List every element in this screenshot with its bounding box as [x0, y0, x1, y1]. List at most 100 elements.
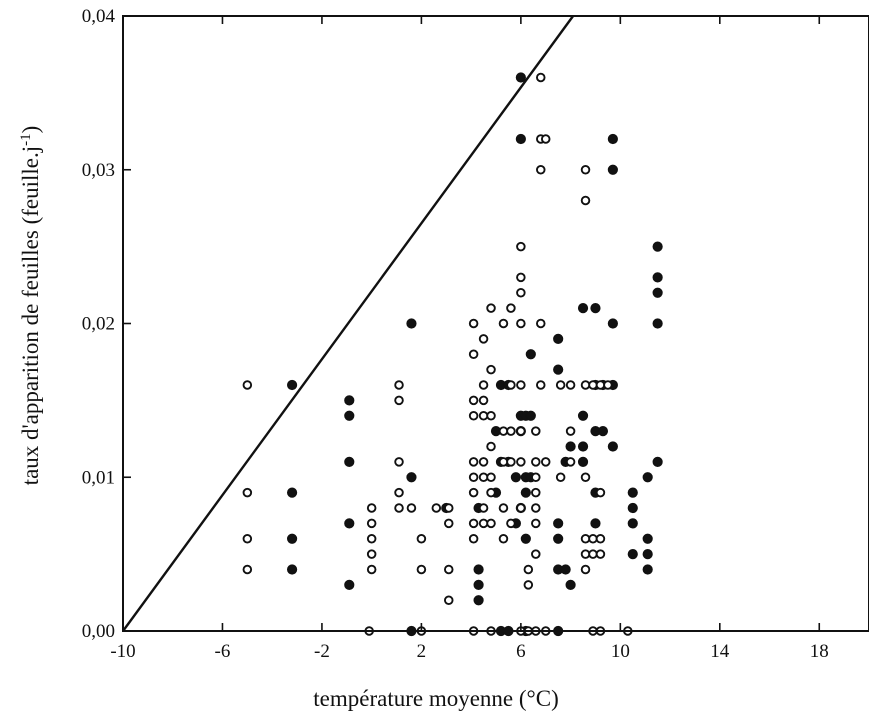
data-point-filled [590, 518, 601, 529]
data-point-filled [510, 472, 521, 483]
data-point-open [531, 518, 541, 529]
data-point-filled [344, 410, 355, 421]
x-tick-label: 18 [810, 641, 829, 662]
data-point-filled [652, 318, 663, 329]
data-point-open [555, 472, 566, 483]
data-point-open [394, 457, 404, 467]
reference-line [122, 15, 575, 632]
y-tick-label: 0,03 [82, 160, 115, 181]
data-point-open [478, 457, 489, 467]
data-point-filled [607, 318, 618, 329]
data-point-open [366, 549, 377, 559]
data-point-open [478, 503, 489, 513]
data-point-open [242, 564, 253, 575]
data-point-open [536, 318, 546, 329]
data-point-open [580, 164, 591, 175]
data-point-filled [344, 456, 355, 467]
data-point-filled [286, 564, 298, 575]
data-point-open [555, 380, 566, 390]
y-tick-label: 0,01 [82, 467, 115, 488]
data-point-open [531, 503, 541, 513]
data-point-filled [344, 518, 355, 529]
data-point-open [516, 503, 526, 513]
data-point-open [478, 380, 489, 390]
x-tick-label: 14 [710, 641, 730, 662]
data-point-open [468, 395, 479, 406]
data-point-open [416, 534, 427, 544]
data-point-filled [607, 133, 618, 145]
data-point-filled [344, 395, 355, 406]
data-point-open [595, 549, 606, 559]
data-point-open [565, 426, 576, 436]
data-point-open [394, 380, 404, 390]
data-point-filled [652, 241, 663, 252]
data-point-open [468, 518, 479, 529]
data-point-filled [577, 303, 589, 314]
data-point-filled [565, 579, 576, 590]
data-point-open [498, 426, 509, 436]
data-point-open [498, 503, 509, 513]
data-point-filled [652, 287, 663, 298]
data-point-filled [627, 518, 638, 529]
data-point-open [580, 472, 591, 483]
data-point-open [394, 487, 404, 498]
data-point-open [468, 534, 479, 544]
data-point-open [486, 518, 496, 529]
data-point-filled [627, 549, 638, 560]
data-point-open [431, 503, 442, 513]
data-point-open [580, 534, 591, 544]
data-point-filled [627, 487, 638, 498]
data-point-filled [286, 533, 298, 544]
markers-layer [242, 72, 663, 637]
data-point-open [394, 503, 404, 513]
data-point-open [595, 380, 606, 390]
data-point-open [603, 380, 613, 390]
data-point-open [468, 457, 479, 467]
y-axis-title-main: taux d'apparition de feuilles (feuille.j [18, 146, 43, 485]
x-tick-label: -6 [215, 641, 231, 662]
data-point-filled [642, 533, 653, 544]
data-point-open [540, 457, 551, 467]
data-point-filled [515, 133, 526, 145]
data-point-open [468, 472, 479, 483]
data-point-filled [642, 564, 653, 575]
data-point-filled [553, 364, 564, 375]
data-point-open [516, 380, 526, 390]
plot-frame [122, 15, 869, 632]
data-point-filled [590, 303, 601, 314]
data-point-open [366, 564, 377, 575]
x-axis-title: température moyenne (°C) [313, 686, 559, 711]
x-tick-label: 2 [417, 641, 427, 662]
data-point-open [580, 195, 591, 206]
data-point-filled [515, 72, 526, 83]
data-point-open [478, 411, 489, 421]
data-point-open [565, 380, 576, 390]
data-point-filled [525, 349, 536, 360]
data-point-filled [520, 487, 531, 498]
y-tick-label: 0,02 [82, 314, 115, 335]
plot-area: -10 -6 -2 2 6 10 14 18 0,00 0,01 0,02 0,03 0,04 [82, 6, 869, 662]
data-point-open [506, 457, 516, 467]
data-point-open [531, 472, 541, 483]
data-point-filled [642, 472, 653, 483]
y-axis-ticks: 0,00 0,01 0,02 0,03 0,04 [82, 6, 131, 642]
x-tick-label: -2 [314, 641, 330, 662]
data-point-filled [652, 456, 663, 467]
data-point-open [478, 518, 489, 529]
data-point-open [506, 518, 516, 529]
data-point-filled [520, 533, 531, 544]
data-point-open [478, 472, 489, 483]
data-point-open [516, 241, 526, 252]
y-tick-label: 0,00 [82, 621, 115, 642]
data-point-open [366, 534, 377, 544]
x-tick-label: 6 [516, 641, 526, 662]
data-point-filled [597, 426, 609, 437]
data-point-open [595, 534, 606, 544]
data-point-open [580, 549, 591, 559]
data-point-open [478, 395, 489, 406]
data-point-filled [553, 518, 564, 529]
data-point-open [588, 380, 598, 390]
data-point-open [444, 564, 454, 575]
data-point-filled [652, 272, 663, 283]
data-point-open [531, 457, 541, 467]
